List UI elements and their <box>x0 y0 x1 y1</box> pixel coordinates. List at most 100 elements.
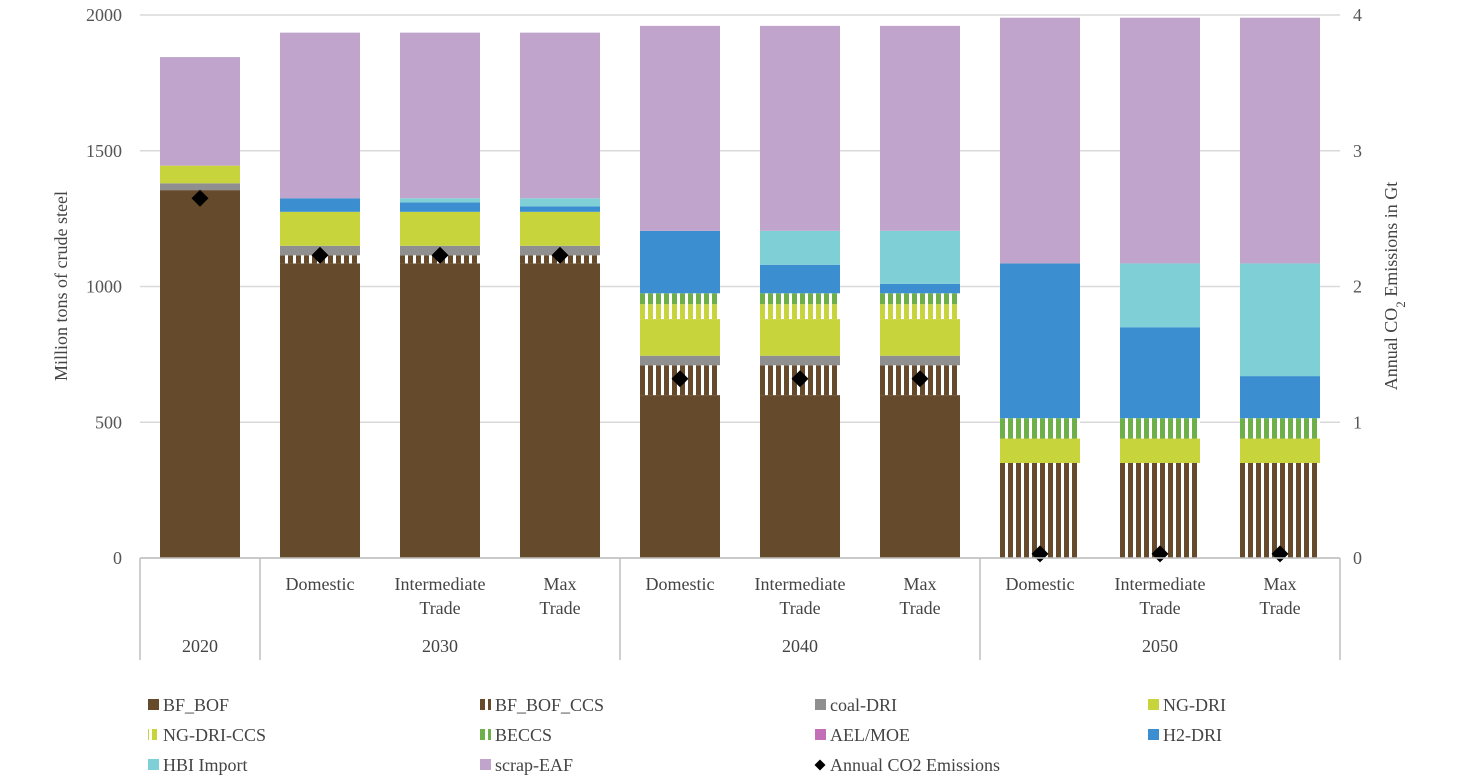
legend-item-h2-dri: H2-DRI <box>1148 725 1222 745</box>
category-label: Domestic <box>646 574 715 594</box>
bar-segment-scrap-eaf <box>1120 17 1200 264</box>
group-label: 2040 <box>782 636 818 656</box>
bar-segment-ng-dri <box>760 319 840 356</box>
bars <box>160 17 1320 558</box>
bar-segment-coal-dri <box>880 355 960 366</box>
group-label: 2050 <box>1142 636 1178 656</box>
bar-segment-scrap-eaf <box>160 57 240 166</box>
bar-segment-scrap-eaf <box>640 25 720 231</box>
legend-label: NG-DRI-CCS <box>163 725 266 745</box>
bar-segment-ng-dri <box>1240 438 1320 463</box>
legend-swatch <box>815 699 826 710</box>
legend-item-beccs: BECCS <box>480 725 552 745</box>
category-label: Domestic <box>286 574 355 594</box>
bar-segment-beccs <box>760 293 840 305</box>
bar-segment-h2-dri <box>400 202 480 212</box>
bar-segment-bf-bof <box>520 263 600 558</box>
bar-segment-hbi-import <box>760 230 840 265</box>
bar-segment-h2-dri <box>1120 327 1200 419</box>
bar-segment-ng-dri <box>640 319 720 356</box>
bar-segment-ng-dri <box>1120 438 1200 463</box>
legend-swatch <box>148 759 159 770</box>
bar-segment-bf-bof <box>160 190 240 558</box>
bar-segment-h2-dri <box>1000 263 1080 419</box>
bar-segment-bf-bof <box>760 395 840 558</box>
bar-segment-ng-dri <box>400 211 480 246</box>
legend-item-annual-co2-emissions: Annual CO2 Emissions <box>814 755 1000 775</box>
category-label: Trade <box>539 598 580 618</box>
bar-segment-bf-bof <box>400 263 480 558</box>
bar-segment-hbi-import <box>400 198 480 203</box>
y2-tick-label: 3 <box>1353 141 1362 161</box>
bar-segment-ng-dri-ccs <box>880 304 960 320</box>
category-label: Trade <box>899 598 940 618</box>
bar-segment-ng-dri-ccs <box>640 304 720 320</box>
category-label: Max <box>904 574 937 594</box>
legend-label: BF_BOF <box>163 695 229 715</box>
legend-item-scrap-eaf: scrap-EAF <box>480 755 573 775</box>
bar-segment-beccs <box>880 293 960 305</box>
bar-segment-ng-dri <box>1000 438 1080 463</box>
bar-segment-h2-dri <box>640 230 720 294</box>
category-label: Max <box>1264 574 1297 594</box>
legend-label: AEL/MOE <box>830 725 910 745</box>
emission-marker <box>431 246 449 264</box>
legend-swatch <box>148 729 159 740</box>
y-tick-label: 0 <box>113 548 122 568</box>
bar-segment-beccs <box>1120 418 1200 439</box>
legend-item-ng-dri-ccs: NG-DRI-CCS <box>148 725 266 745</box>
legend-label: BF_BOF_CCS <box>495 695 604 715</box>
emission-marker <box>311 246 329 264</box>
bar-segment-h2-dri <box>760 264 840 294</box>
bar-segment-h2-dri <box>880 283 960 294</box>
category-label: Max <box>544 574 577 594</box>
category-label: Trade <box>419 598 460 618</box>
legend-swatch <box>480 729 491 740</box>
bar-segment-scrap-eaf <box>520 32 600 199</box>
y2-axis-title-part2: Emissions in Gt <box>1381 182 1401 302</box>
legend-label: HBI Import <box>163 755 248 775</box>
bar-segment-h2-dri <box>1240 376 1320 419</box>
bar-segment-bf-bof <box>280 263 360 558</box>
bar-segment-ng-dri <box>160 165 240 184</box>
legend-swatch <box>814 759 826 771</box>
y2-tick-label: 2 <box>1353 277 1362 297</box>
legend-item-bf-bof: BF_BOF <box>148 695 229 715</box>
legend-swatch <box>480 699 491 710</box>
bar-segment-bf-bof-ccs <box>1120 462 1200 558</box>
bar-segment-coal-dri <box>640 355 720 366</box>
legend-item-coal-dri: coal-DRI <box>815 695 897 715</box>
y2-tick-label: 0 <box>1353 548 1362 568</box>
legend-label: Annual CO2 Emissions <box>830 755 1000 775</box>
emission-marker <box>911 370 929 388</box>
bar-segment-hbi-import <box>880 230 960 284</box>
bar-segment-beccs <box>640 293 720 305</box>
y-tick-label: 2000 <box>86 5 122 25</box>
bar-segment-scrap-eaf <box>1000 17 1080 264</box>
category-label: Intermediate <box>755 574 846 594</box>
bar-segment-coal-dri <box>760 355 840 366</box>
y2-axis-title: Annual CO2 Emissions in Gt <box>1381 182 1408 391</box>
y-axis-title: Million tons of crude steel <box>51 191 71 381</box>
y-tick-label: 1500 <box>86 141 122 161</box>
legend-item-bf-bof-ccs: BF_BOF_CCS <box>480 695 604 715</box>
bar-segment-bf-bof-ccs <box>1000 462 1080 558</box>
legend: BF_BOF BF_BOF_CCS coal-DRI NG-DRI NG-DRI-CCS… <box>148 695 1226 775</box>
axes: 0 500 1000 1500 2000 0 1 2 3 4 <box>86 5 1362 568</box>
legend-swatch <box>148 699 159 710</box>
legend-swatch <box>1148 699 1159 710</box>
legend-swatch <box>815 729 826 740</box>
y2-axis-title-subscript: 2 <box>1393 301 1408 308</box>
bar-segment-hbi-import <box>520 198 600 207</box>
bar-segment-scrap-eaf <box>880 25 960 231</box>
legend-item-hbi-import: HBI Import <box>148 755 248 775</box>
legend-item-ng-dri: NG-DRI <box>1148 695 1226 715</box>
bar-segment-scrap-eaf <box>760 25 840 231</box>
bar-segment-ng-dri <box>280 211 360 246</box>
y2-axis-title-part1: Annual CO <box>1381 308 1401 391</box>
bar-segment-scrap-eaf <box>1240 17 1320 264</box>
bar-segment-hbi-import <box>1120 263 1200 328</box>
bar-segment-scrap-eaf <box>280 32 360 199</box>
category-label: Domestic <box>1006 574 1075 594</box>
emission-marker <box>191 189 209 207</box>
